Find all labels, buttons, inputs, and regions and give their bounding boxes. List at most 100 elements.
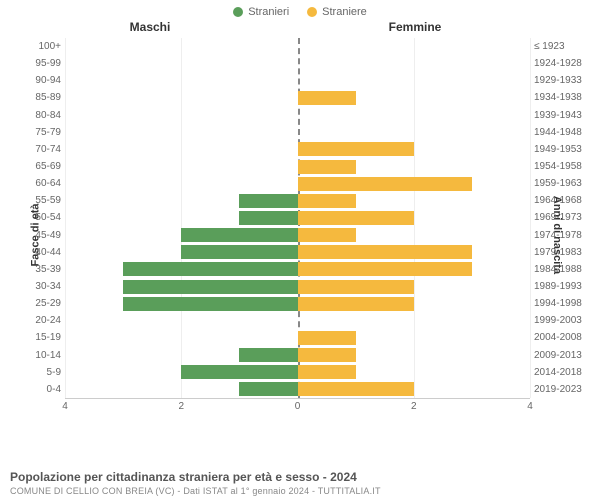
- year-label: 1989-1993: [530, 281, 592, 292]
- legend-label-female: Straniere: [322, 6, 367, 18]
- age-label: 25-29: [23, 298, 65, 309]
- female-half: [298, 72, 531, 89]
- female-bar: [298, 382, 414, 396]
- pyramid-row: 55-591964-1968: [65, 192, 530, 209]
- x-axis: 42024: [65, 398, 530, 418]
- male-half: [65, 312, 298, 329]
- year-label: 1994-1998: [530, 298, 592, 309]
- footer-subtitle: COMUNE DI CELLIO CON BREIA (VC) - Dati I…: [10, 486, 590, 496]
- age-label: 70-74: [23, 144, 65, 155]
- legend-label-male: Stranieri: [248, 6, 289, 18]
- age-label: 85-89: [23, 92, 65, 103]
- age-label: 40-44: [23, 247, 65, 258]
- pyramid-row: 30-341989-1993: [65, 278, 530, 295]
- male-bar: [181, 365, 297, 379]
- age-label: 50-54: [23, 212, 65, 223]
- year-label: 2019-2023: [530, 384, 592, 395]
- female-half: [298, 124, 531, 141]
- female-half: [298, 175, 531, 192]
- pyramid-row: 100+≤ 1923: [65, 38, 530, 55]
- pyramid-row: 10-142009-2013: [65, 347, 530, 364]
- column-title-left: Maschi: [0, 20, 300, 34]
- age-label: 95-99: [23, 58, 65, 69]
- female-half: [298, 381, 531, 398]
- pyramid-row: 65-691954-1958: [65, 158, 530, 175]
- year-label: 2014-2018: [530, 367, 592, 378]
- age-label: 100+: [23, 41, 65, 52]
- female-half: [298, 295, 531, 312]
- male-half: [65, 278, 298, 295]
- female-half: [298, 278, 531, 295]
- male-half: [65, 209, 298, 226]
- female-bar: [298, 211, 414, 225]
- male-half: [65, 192, 298, 209]
- x-tick: 4: [62, 401, 68, 412]
- pyramid-row: 15-192004-2008: [65, 329, 530, 346]
- legend-swatch-female: [307, 7, 317, 17]
- female-half: [298, 38, 531, 55]
- female-half: [298, 261, 531, 278]
- age-label: 30-34: [23, 281, 65, 292]
- age-label: 55-59: [23, 195, 65, 206]
- male-half: [65, 141, 298, 158]
- pyramid-row: 75-791944-1948: [65, 124, 530, 141]
- male-bar: [239, 382, 297, 396]
- female-half: [298, 55, 531, 72]
- female-bar: [298, 177, 472, 191]
- female-half: [298, 364, 531, 381]
- male-bar: [239, 348, 297, 362]
- male-half: [65, 329, 298, 346]
- pyramid-row: 70-741949-1953: [65, 141, 530, 158]
- male-half: [65, 158, 298, 175]
- legend: Stranieri Straniere: [0, 0, 600, 20]
- female-bar: [298, 142, 414, 156]
- male-bar: [123, 262, 297, 276]
- female-half: [298, 329, 531, 346]
- female-bar: [298, 280, 414, 294]
- year-label: 1999-2003: [530, 315, 592, 326]
- footer-title: Popolazione per cittadinanza straniera p…: [10, 470, 590, 484]
- male-half: [65, 244, 298, 261]
- legend-item-female: Straniere: [307, 6, 367, 18]
- year-label: 1979-1983: [530, 247, 592, 258]
- age-label: 75-79: [23, 127, 65, 138]
- year-label: 1984-1988: [530, 264, 592, 275]
- male-half: [65, 347, 298, 364]
- pyramid-row: 60-641959-1963: [65, 175, 530, 192]
- male-half: [65, 89, 298, 106]
- female-half: [298, 347, 531, 364]
- age-label: 15-19: [23, 332, 65, 343]
- female-bar: [298, 91, 356, 105]
- pyramid-row: 20-241999-2003: [65, 312, 530, 329]
- female-half: [298, 312, 531, 329]
- female-half: [298, 209, 531, 226]
- female-half: [298, 244, 531, 261]
- year-label: 1939-1943: [530, 110, 592, 121]
- pyramid-row: 85-891934-1938: [65, 89, 530, 106]
- year-label: ≤ 1923: [530, 41, 592, 52]
- male-half: [65, 175, 298, 192]
- age-label: 65-69: [23, 161, 65, 172]
- female-bar: [298, 160, 356, 174]
- age-label: 60-64: [23, 178, 65, 189]
- age-label: 20-24: [23, 315, 65, 326]
- male-half: [65, 261, 298, 278]
- male-half: [65, 55, 298, 72]
- age-label: 0-4: [23, 384, 65, 395]
- male-bar: [239, 194, 297, 208]
- female-half: [298, 158, 531, 175]
- male-bar: [239, 211, 297, 225]
- pyramid-row: 95-991924-1928: [65, 55, 530, 72]
- x-tick: 2: [411, 401, 417, 412]
- female-half: [298, 89, 531, 106]
- age-label: 90-94: [23, 75, 65, 86]
- male-half: [65, 124, 298, 141]
- pyramid-row: 45-491974-1978: [65, 227, 530, 244]
- female-bar: [298, 228, 356, 242]
- x-tick: 4: [527, 401, 533, 412]
- female-half: [298, 192, 531, 209]
- male-half: [65, 72, 298, 89]
- female-half: [298, 227, 531, 244]
- year-label: 2004-2008: [530, 332, 592, 343]
- x-tick: 0: [295, 401, 301, 412]
